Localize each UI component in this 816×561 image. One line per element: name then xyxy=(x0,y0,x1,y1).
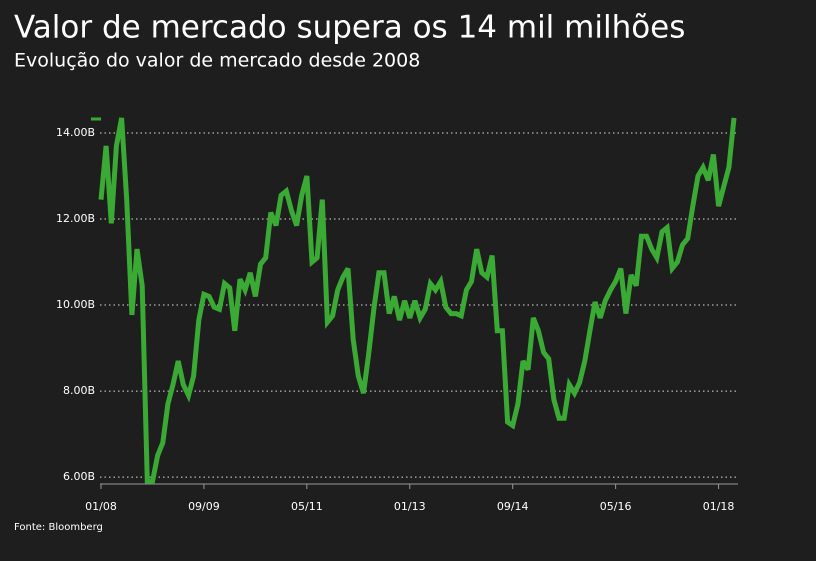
line xyxy=(98,117,737,484)
x-tick-label: 09/14 xyxy=(497,500,529,513)
chart-subtitle: Evolução do valor de mercado desde 2008 xyxy=(14,50,420,72)
x-tick-label: 01/18 xyxy=(703,500,735,513)
x-tick-label: 05/16 xyxy=(600,500,632,513)
y-tick-label: 8.00B xyxy=(63,384,95,397)
chart-title: Valor de mercado supera os 14 mil milhõe… xyxy=(14,10,685,46)
x-tick-label: 05/11 xyxy=(291,500,323,513)
y-tick-label: 10.00B xyxy=(56,298,95,311)
x-tick-label: 09/09 xyxy=(188,500,220,513)
y-tick-label: 6.00B xyxy=(63,470,95,483)
y-tick-label: 12.00B xyxy=(56,212,95,225)
x-tick-label: 01/08 xyxy=(85,500,117,513)
x-tick-label: 01/13 xyxy=(394,500,426,513)
y-tick-label: 14.00B xyxy=(56,126,95,139)
source: Fonte: Bloomberg xyxy=(14,522,103,533)
